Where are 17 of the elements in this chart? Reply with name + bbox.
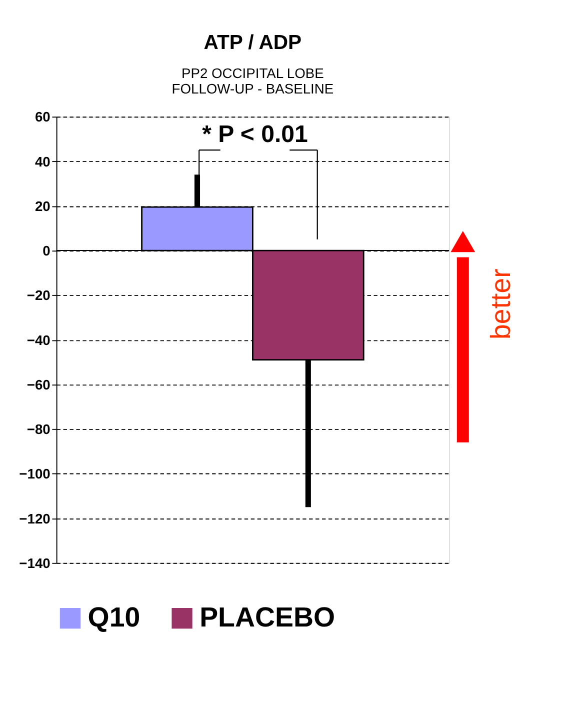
y-tick-label: −20 xyxy=(26,287,51,304)
y-tick-label: −60 xyxy=(26,376,51,392)
text: better xyxy=(485,268,516,340)
y-tick-label: 60 xyxy=(34,108,51,125)
y-tick-label: −120 xyxy=(19,510,51,526)
y-tick-label: −100 xyxy=(19,466,51,482)
y-tick-label: −80 xyxy=(26,421,51,438)
y-tick-label: 0 xyxy=(42,242,51,259)
y-tick-label: 20 xyxy=(34,198,51,214)
legend-label: Q10 xyxy=(88,602,140,633)
chart-title: ATP / ADP xyxy=(204,32,302,54)
annotation: * P < 0.01 xyxy=(202,120,308,148)
y-tick-label: −40 xyxy=(26,332,51,348)
legend-label: PLACEBO xyxy=(200,602,336,633)
y-tick-label: −140 xyxy=(19,554,51,571)
chart-subtitle: PP2 OCCIPITAL LOBE FOLLOW-UP - BASELINE xyxy=(172,64,334,97)
y-tick-label: 40 xyxy=(34,153,51,170)
